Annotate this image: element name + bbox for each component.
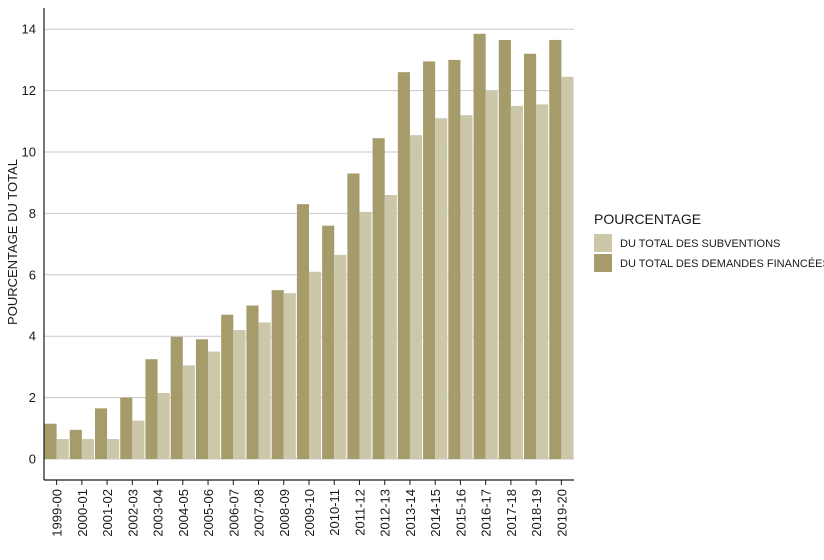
x-tick-label: 2018-19 [529, 489, 544, 537]
bar-demandes-2008-09 [271, 290, 284, 459]
legend-swatch [594, 254, 612, 272]
bar-subventions-2000-01 [81, 439, 94, 459]
bar-demandes-2015-16 [448, 59, 461, 460]
x-tick-label: 2011-12 [352, 489, 367, 536]
x-tick-label: 2002-03 [125, 489, 140, 537]
bar-demandes-2010-11 [322, 225, 335, 459]
y-tick-label: 10 [22, 145, 36, 160]
x-tick-label: 2000-01 [75, 489, 90, 537]
y-tick-label: 14 [22, 22, 36, 37]
bar-subventions-2007-08 [258, 322, 271, 459]
x-tick-label: 2006-07 [226, 489, 241, 537]
bar-subventions-2017-18 [510, 105, 524, 459]
x-tick-label: 2004-05 [176, 489, 191, 537]
x-tick-label: 2019-20 [554, 489, 569, 537]
bar-demandes-2016-17 [473, 33, 486, 460]
bar-subventions-2008-09 [283, 293, 296, 459]
bar-subventions-2011-12 [359, 211, 372, 459]
bar-demandes-2018-19 [524, 53, 537, 459]
legend-title: POURCENTAGE [594, 211, 701, 227]
bar-subventions-2001-02 [107, 439, 120, 459]
y-tick-label: 6 [29, 267, 36, 282]
bar-demandes-2004-05 [170, 336, 183, 459]
bars [44, 33, 574, 460]
bar-subventions-1999-00 [56, 439, 69, 459]
bar-demandes-2009-10 [296, 204, 309, 459]
x-tick-label: 2014-15 [428, 489, 443, 537]
y-tick-label: 2 [29, 390, 36, 405]
legend-label: DU TOTAL DES DEMANDES FINANCÉES [620, 257, 824, 270]
x-tick-label: 2015-16 [453, 489, 468, 537]
bar-demandes-2013-14 [397, 72, 410, 460]
bar-demandes-2014-15 [423, 61, 436, 460]
bar-demandes-2011-12 [347, 173, 360, 460]
bar-subventions-2002-03 [132, 420, 145, 459]
bar-subventions-2019-20 [561, 76, 574, 459]
y-tick-label: 12 [22, 83, 36, 98]
axes: 0 2 4 6 8 10 12 14 POURCENTAGE DU TOTAL 1999-00 20… [5, 8, 574, 537]
x-tick-label: 2003-04 [151, 489, 166, 537]
legend: POURCENTAGE DU TOTAL DES SUBVENTIONS DU TO… [594, 211, 824, 272]
y-tick-label: 8 [29, 206, 36, 221]
bar-demandes-2006-07 [221, 314, 234, 459]
x-tick-label: 2016-17 [479, 489, 494, 537]
legend-label: DU TOTAL DES SUBVENTIONS [620, 238, 780, 250]
bar-subventions-2005-06 [208, 351, 221, 459]
x-tick-label: 2013-14 [403, 489, 418, 537]
x-tick-label: 2008-09 [277, 489, 292, 537]
bar-subventions-2010-11 [334, 254, 347, 459]
bar-subventions-2009-10 [309, 271, 322, 459]
x-tick-label: 2001-02 [100, 489, 115, 537]
x-tick-label: 1999-00 [50, 489, 65, 537]
bar-subventions-2006-07 [233, 330, 246, 459]
x-tick-label: 2007-08 [252, 489, 267, 537]
bar-subventions-2003-04 [157, 392, 170, 459]
bar-subventions-2016-17 [485, 90, 498, 459]
x-tick-label: 2010-11 [327, 489, 342, 536]
bar-subventions-2012-13 [384, 194, 397, 460]
bar-demandes-1999-00 [44, 423, 57, 459]
x-tick-label: 2017-18 [504, 489, 519, 537]
bar-demandes-2002-03 [120, 397, 133, 459]
bar-demandes-2001-02 [94, 408, 108, 459]
bar-subventions-2004-05 [182, 365, 195, 459]
x-tick-label: 2005-06 [201, 489, 216, 537]
legend-swatch [594, 234, 612, 252]
bar-demandes-2019-20 [549, 39, 562, 459]
bar-demandes-2003-04 [145, 359, 158, 459]
x-tick-label: 2012-13 [378, 489, 393, 537]
bar-demandes-2005-06 [195, 339, 209, 459]
y-tick-label: 0 [29, 452, 36, 467]
x-tick-label: 2009-10 [302, 489, 317, 537]
bar-subventions-2014-15 [435, 118, 448, 459]
bar-subventions-2015-16 [460, 115, 473, 459]
bar-demandes-2017-18 [498, 39, 511, 459]
bar-subventions-2018-19 [536, 104, 549, 459]
y-tick-label: 4 [29, 329, 36, 344]
bar-demandes-2012-13 [372, 138, 385, 459]
bar-subventions-2013-14 [409, 135, 423, 460]
y-axis-title: POURCENTAGE DU TOTAL [5, 159, 20, 325]
bar-demandes-2000-01 [69, 429, 82, 459]
bar-demandes-2007-08 [246, 305, 259, 459]
